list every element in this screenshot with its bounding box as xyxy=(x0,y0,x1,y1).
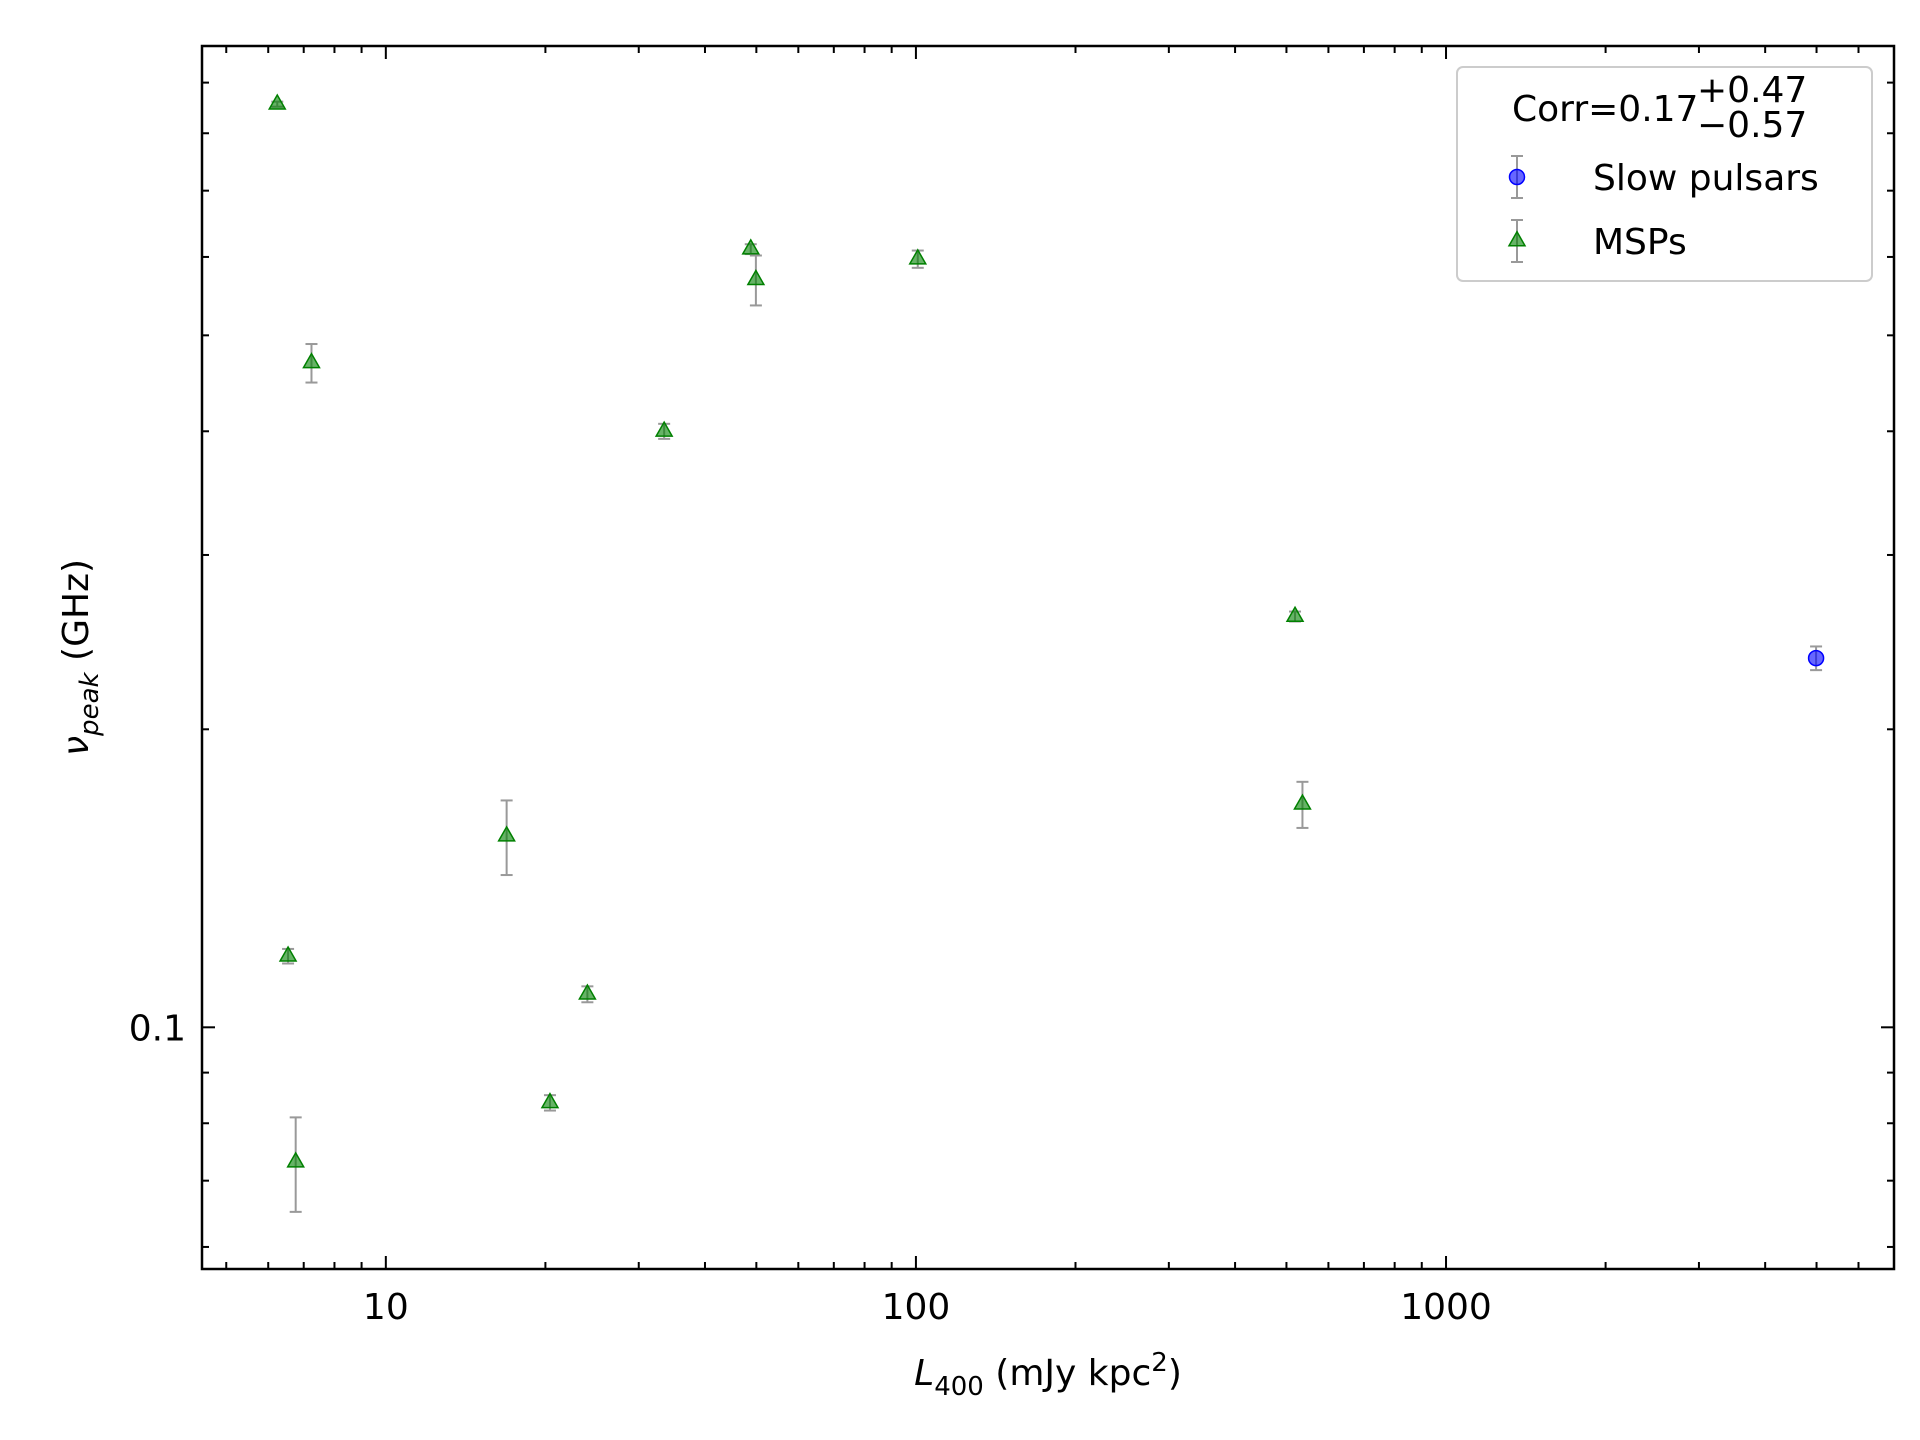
y-tick-label: 0.1 xyxy=(129,1008,186,1049)
x-axis-label-part: 400 xyxy=(934,1372,984,1402)
x-tick-label: 1000 xyxy=(1400,1287,1492,1328)
marker xyxy=(540,1092,560,1109)
y-axis-label-part: peak xyxy=(75,671,105,736)
marker xyxy=(267,93,287,110)
x-axis-label: L400 (mJy kpc2) xyxy=(914,1348,1182,1402)
y-axis-label-part: ν xyxy=(56,736,97,756)
legend-label: Slow pulsars xyxy=(1593,158,1819,199)
marker xyxy=(741,238,761,255)
x-tick-label: 10 xyxy=(363,1287,409,1328)
y-axis-label-part: (GHz) xyxy=(56,559,97,672)
marker xyxy=(1807,649,1825,667)
x-axis-label-part: 2 xyxy=(1151,1348,1168,1378)
marker xyxy=(746,269,766,286)
legend-marker xyxy=(1508,168,1526,186)
legend-marker xyxy=(1507,230,1527,247)
legend-title-sub: −0.57 xyxy=(1697,105,1807,146)
legend-label: MSPs xyxy=(1593,222,1687,263)
marker xyxy=(654,420,674,437)
x-axis-label-part: L xyxy=(914,1353,934,1394)
x-tick-label: 100 xyxy=(882,1287,951,1328)
x-axis-label-part: ) xyxy=(1168,1353,1182,1394)
marker xyxy=(278,945,298,962)
x-axis-label-part: (mJy kpc xyxy=(984,1353,1151,1394)
plot-frame xyxy=(200,44,1896,1271)
y-axis-label: νpeak (GHz) xyxy=(56,559,105,756)
legend-title-sup: +0.47 xyxy=(1697,70,1807,111)
legend-title: Corr=0.17 xyxy=(1512,89,1698,130)
y-axis-label-group: νpeak (GHz) xyxy=(56,559,105,756)
marker xyxy=(286,1151,305,1168)
marker xyxy=(908,248,928,265)
marker xyxy=(1285,605,1305,623)
marker xyxy=(1293,793,1312,810)
legend-box xyxy=(1456,66,1873,282)
marker xyxy=(497,825,516,842)
marker xyxy=(578,983,597,1000)
marker xyxy=(302,352,321,369)
